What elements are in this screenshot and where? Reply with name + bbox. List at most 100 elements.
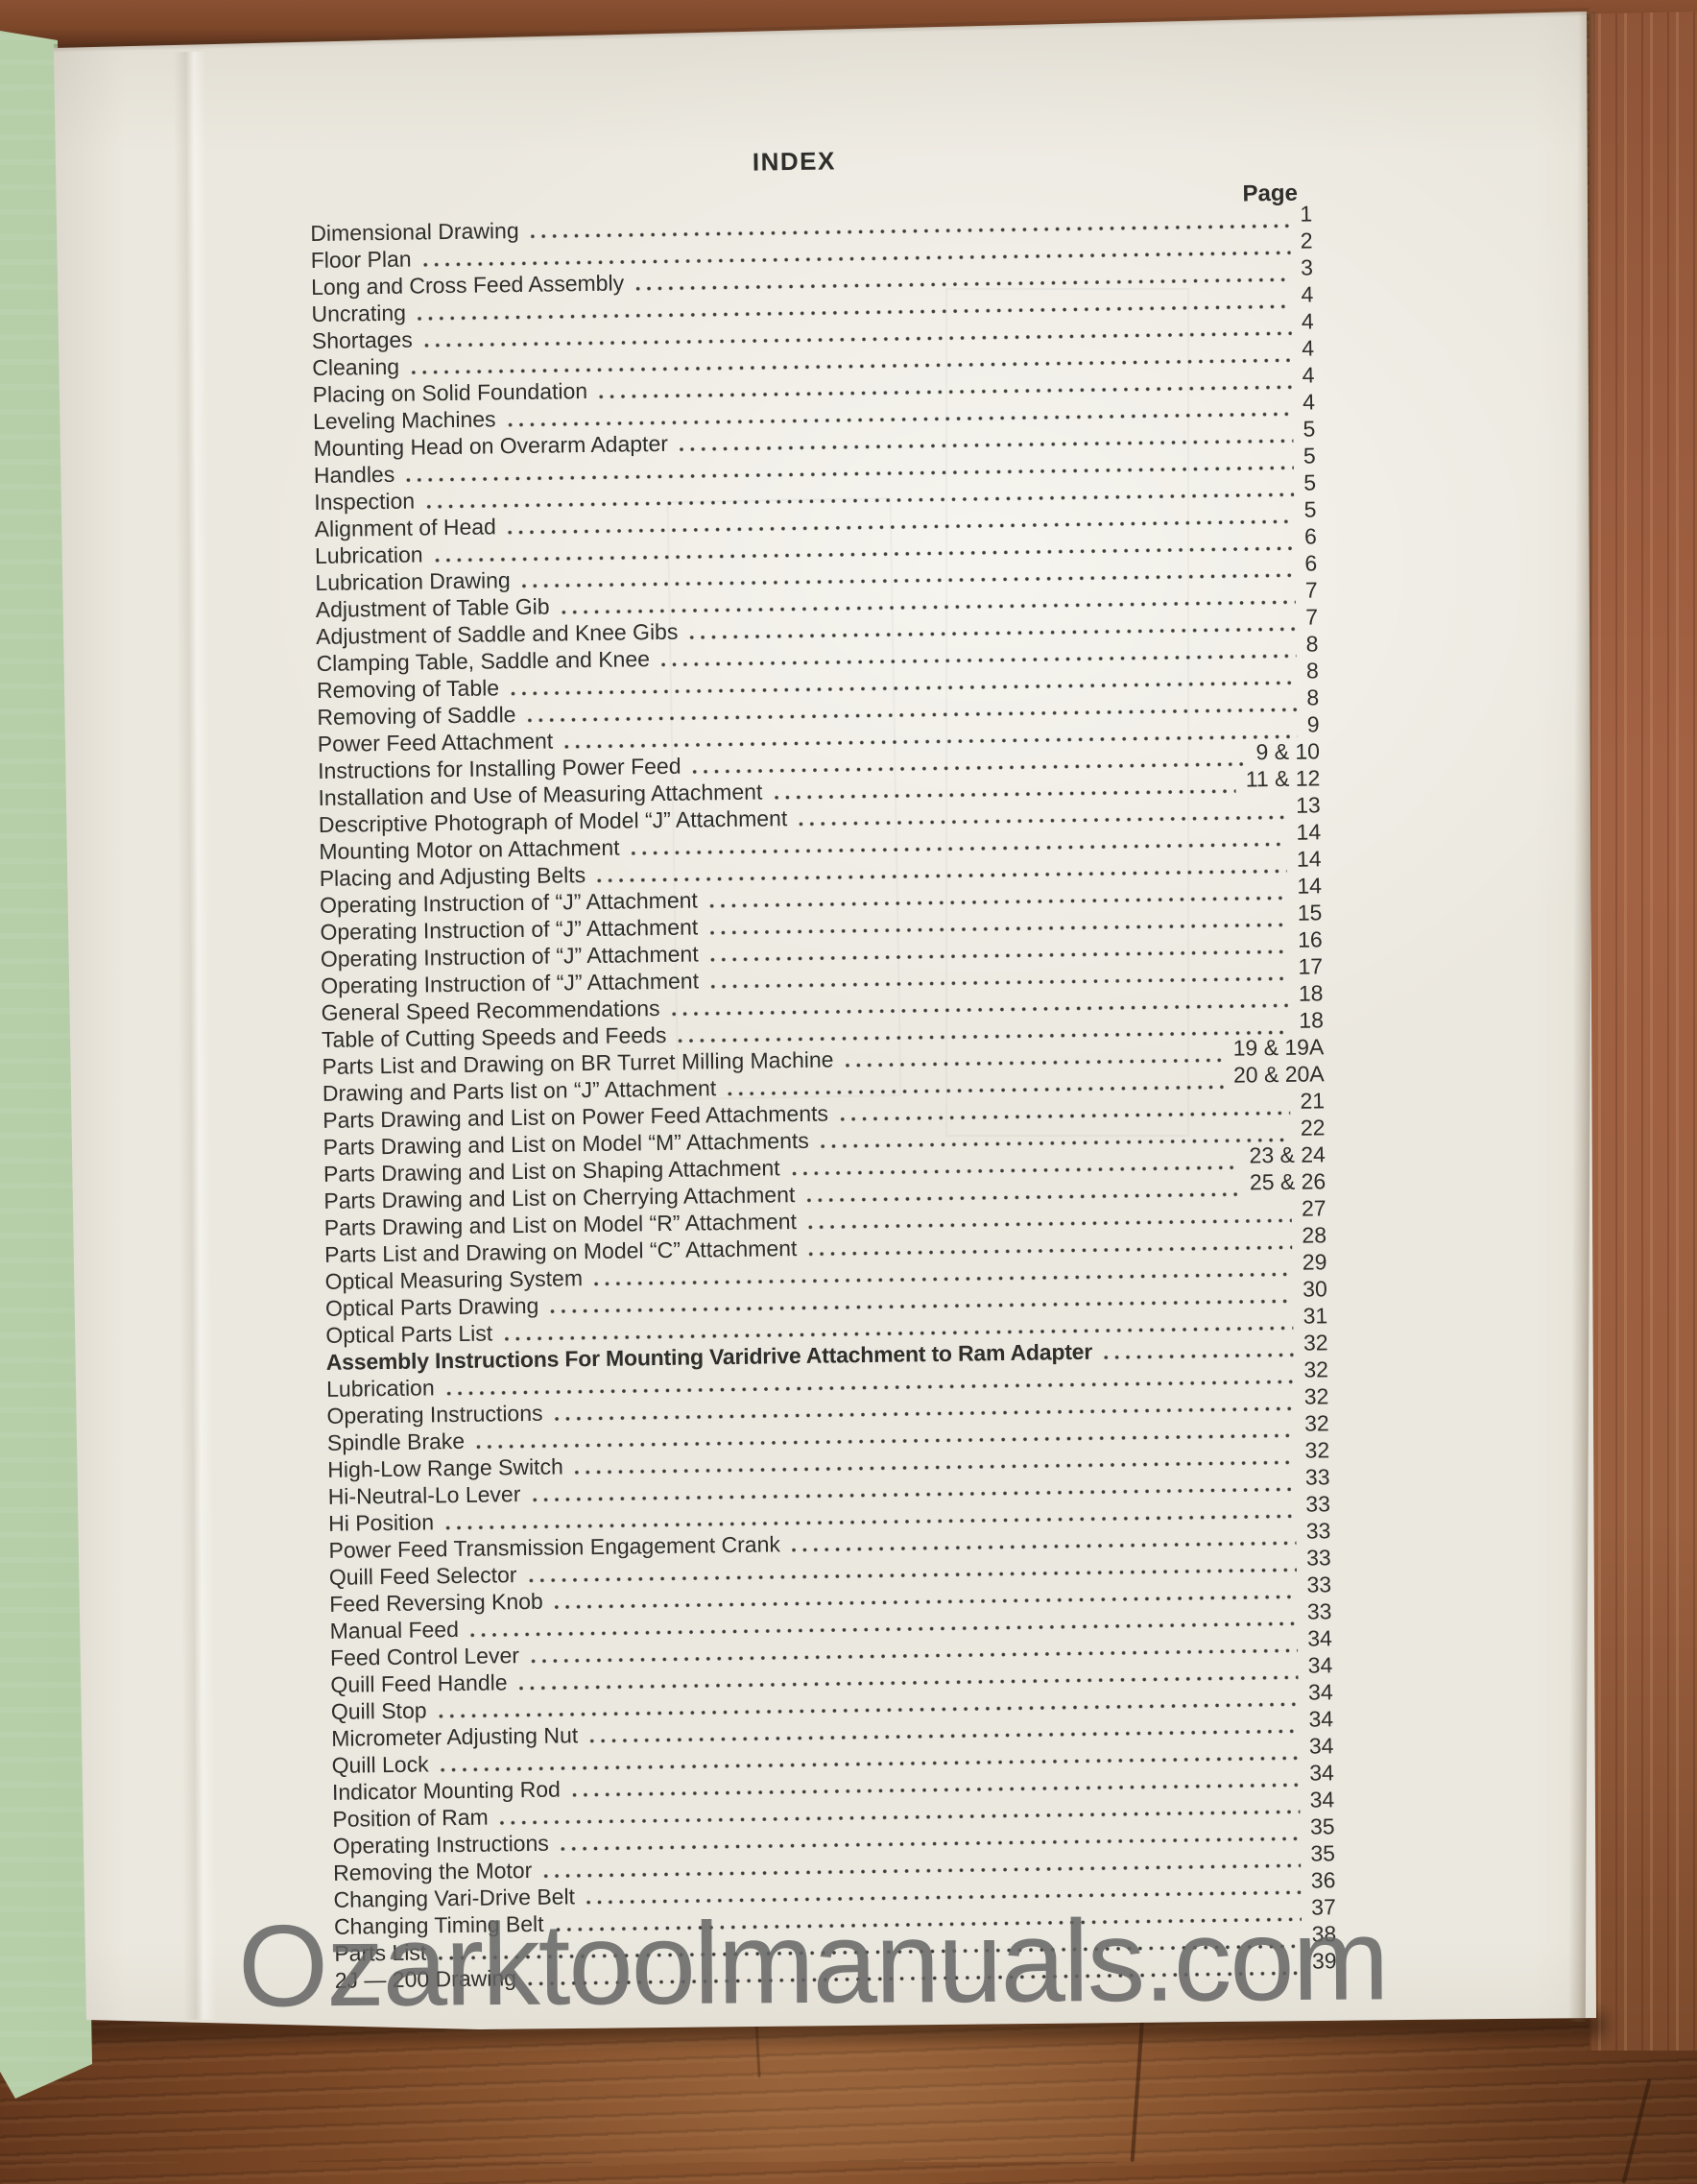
- toc-entry-page: 34: [1307, 1625, 1333, 1651]
- toc-entry-label: General Speed Recommendations: [321, 996, 660, 1026]
- toc-entry-label: Dimensional Drawing: [310, 218, 519, 247]
- toc-entry-page: 2: [1300, 228, 1313, 253]
- toc-entry-label: Shortages: [311, 326, 413, 354]
- toc-entry-page: 17: [1298, 953, 1324, 979]
- toc-entry-page: 4: [1302, 362, 1315, 388]
- toc-entry-page: 5: [1303, 496, 1317, 522]
- toc-entry-page: 7: [1305, 604, 1319, 630]
- toc-entry-page: 7: [1304, 577, 1318, 603]
- toc-entry-page: 34: [1308, 1706, 1334, 1732]
- toc-entry-label: Optical Measuring System: [324, 1265, 584, 1295]
- toc-entry-label: Quill Stop: [330, 1697, 427, 1725]
- toc-entry-page: 4: [1301, 308, 1314, 334]
- toc-entry-page: 34: [1309, 1760, 1335, 1786]
- toc-entry-page: 18: [1299, 1007, 1325, 1033]
- toc-entry-page: 32: [1304, 1437, 1330, 1463]
- toc-entry-label: High-Low Range Switch: [327, 1453, 563, 1483]
- toc-entry-page: 14: [1296, 819, 1322, 845]
- toc-entry-label: Feed Control Lever: [329, 1643, 520, 1671]
- toc-entry-label: Adjustment of Saddle and Knee Gibs: [316, 618, 679, 650]
- toc-entry-page: 35: [1309, 1813, 1335, 1839]
- toc-entry-label: Table of Cutting Speeds and Feeds: [321, 1022, 667, 1053]
- toc-entry-page: 6: [1303, 523, 1318, 549]
- toc-entry-page: 32: [1303, 1410, 1329, 1436]
- toc-entry-label: Mounting Head on Overarm Adapter: [313, 430, 669, 462]
- toc-entry-label: Optical Parts Drawing: [324, 1292, 539, 1322]
- toc-entry-label: Feed Reversing Knob: [329, 1588, 543, 1618]
- toc-entry-page: 8: [1306, 684, 1320, 710]
- toc-entry-label: Alignment of Head: [314, 514, 497, 542]
- toc-entry-page: 33: [1306, 1572, 1332, 1597]
- toc-entry-page: 14: [1297, 873, 1323, 899]
- toc-entry-label: Cleaning: [312, 353, 400, 381]
- toc-entry-page: 8: [1305, 658, 1319, 684]
- toc-entry-label: Mounting Motor on Attachment: [319, 834, 620, 865]
- toc-entry-page: 34: [1308, 1733, 1334, 1759]
- toc-entry-page: 9 & 10: [1255, 738, 1321, 765]
- toc-entry-page: 29: [1302, 1249, 1327, 1275]
- toc-entry-label: Inspection: [314, 488, 416, 516]
- toc-entry-label: Manual Feed: [329, 1617, 460, 1644]
- toc-entry-page: 36: [1310, 1867, 1336, 1893]
- toc-entry-page: 5: [1303, 443, 1316, 468]
- toc-entry-label: Lubrication Drawing: [315, 567, 511, 596]
- toc-entry-label: Instructions for Installing Power Feed: [317, 753, 681, 784]
- toc-entry-page: 3: [1300, 254, 1314, 280]
- toc-entry-page: 1: [1300, 201, 1313, 227]
- toc-entry-page: 33: [1305, 1545, 1331, 1571]
- table-wood-right: [1589, 0, 1697, 2051]
- toc-entry-page: 4: [1302, 335, 1315, 361]
- toc-entry-page: 8: [1305, 631, 1319, 657]
- toc-entry-page: 5: [1303, 469, 1317, 495]
- toc-entry-label: Spindle Brake: [326, 1428, 466, 1456]
- toc-entry-page: 6: [1304, 550, 1318, 576]
- toc-entry-label: Operating Instructions: [326, 1400, 543, 1429]
- toc-entry-page: 25 & 26: [1249, 1168, 1327, 1195]
- toc-entry-page: 33: [1305, 1518, 1331, 1544]
- toc-entry-page: 5: [1303, 416, 1316, 442]
- toc-entry-page: 14: [1296, 846, 1322, 872]
- toc-entry-page: 13: [1295, 792, 1321, 818]
- toc-entry-label: Uncrating: [311, 300, 407, 327]
- toc-entry-page: 34: [1307, 1652, 1333, 1678]
- toc-entry-page: 32: [1303, 1330, 1328, 1356]
- index-content: INDEX Page Dimensional Drawing 1 Floor P…: [301, 0, 1341, 2162]
- toc-entry-page: 21: [1300, 1088, 1326, 1114]
- dot-leader: [1104, 1352, 1295, 1360]
- toc-entry-label: Quill Feed Selector: [328, 1562, 517, 1591]
- toc-entry-page: 31: [1303, 1303, 1328, 1329]
- toc-entry-label: Indicator Mounting Rod: [331, 1776, 561, 1806]
- toc-entry-label: Quill Feed Handle: [330, 1669, 508, 1698]
- toc-entry-page: 9: [1306, 711, 1320, 737]
- toc-entry-label: Position of Ram: [332, 1804, 489, 1833]
- toc-entry-page: 18: [1298, 980, 1324, 1006]
- toc-entry-page: 15: [1297, 900, 1323, 925]
- toc-entry-page: 34: [1309, 1787, 1335, 1812]
- toc-entry-page: 33: [1305, 1491, 1331, 1517]
- toc-list: Dimensional Drawing 1 Floor Plan 2 Long …: [304, 201, 1339, 1993]
- toc-entry-label: Handles: [313, 461, 395, 489]
- toc-entry-label: Placing on Solid Foundation: [312, 378, 588, 408]
- toc-entry-label: Clamping Table, Saddle and Knee: [316, 646, 651, 677]
- toc-entry-label: Hi-Neutral-Lo Lever: [327, 1481, 521, 1510]
- toc-entry-label: Micrometer Adjusting Nut: [331, 1722, 579, 1752]
- toc-entry-label: Quill Lock: [331, 1751, 429, 1779]
- toc-entry-page: 16: [1297, 926, 1323, 952]
- toc-entry-page: 30: [1303, 1276, 1327, 1302]
- toc-entry-page: 32: [1303, 1383, 1329, 1409]
- toc-entry-page: 28: [1302, 1222, 1327, 1248]
- toc-entry-label: Removing of Table: [316, 675, 500, 704]
- toc-entry-label: Lubrication: [325, 1375, 435, 1403]
- toc-entry-label: Placing and Adjusting Belts: [319, 862, 586, 892]
- toc-entry-label: Leveling Machines: [312, 406, 496, 435]
- watermark: Ozarktoolmanuals.com: [237, 1893, 1388, 2031]
- toc-entry-page: 35: [1310, 1840, 1336, 1866]
- toc-entry-label: Power Feed Attachment: [317, 728, 554, 757]
- toc-entry-label: Operating Instructions: [332, 1830, 549, 1860]
- toc-entry-page: 4: [1301, 281, 1314, 307]
- toc-entry-page: 23 & 24: [1249, 1141, 1327, 1168]
- toc-entry-page: 27: [1301, 1195, 1327, 1221]
- toc-entry-label: Lubrication: [314, 541, 423, 569]
